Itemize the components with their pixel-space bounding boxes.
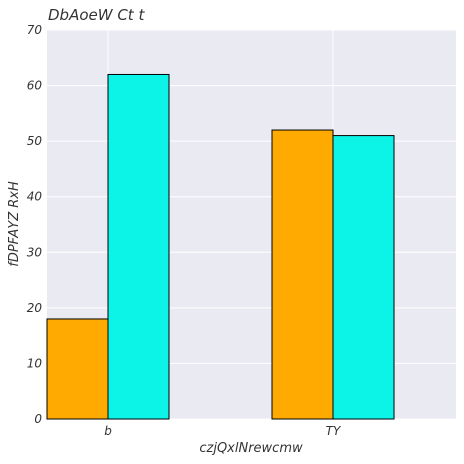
x-axis-ticks: b TY [104, 424, 342, 438]
bar-series2-TY [332, 135, 395, 420]
y-tick-label: 0 [34, 412, 42, 426]
y-tick-label: 20 [27, 301, 43, 315]
x-tick-label: TY [326, 424, 342, 438]
y-tick-label: 50 [27, 134, 43, 148]
bar-series2-b [107, 73, 170, 420]
x-tick-label: b [104, 424, 112, 438]
y-axis-ticks: 0 10 20 30 40 50 60 70 [27, 23, 43, 426]
y-tick-label: 10 [27, 356, 43, 370]
y-tick-label: 40 [27, 190, 43, 204]
bars [46, 73, 395, 420]
bar-series1-b [46, 318, 109, 420]
bar-series1-TY [271, 129, 334, 420]
chart-title: DbAoeW Ct t [48, 6, 145, 24]
y-tick-label: 70 [27, 23, 43, 37]
x-axis-label: czjQxlNrewcmw [199, 441, 303, 456]
y-tick-label: 30 [27, 245, 43, 259]
y-tick-label: 60 [27, 79, 43, 93]
y-axis-label: fDPFAYZ RxH [7, 181, 22, 267]
